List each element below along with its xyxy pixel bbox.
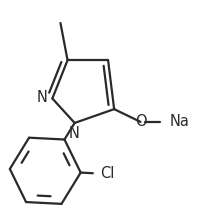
Text: Na: Na (170, 114, 190, 129)
Text: O: O (135, 114, 146, 129)
Text: N: N (36, 90, 47, 105)
Text: Cl: Cl (100, 166, 114, 181)
Text: N: N (68, 126, 79, 141)
